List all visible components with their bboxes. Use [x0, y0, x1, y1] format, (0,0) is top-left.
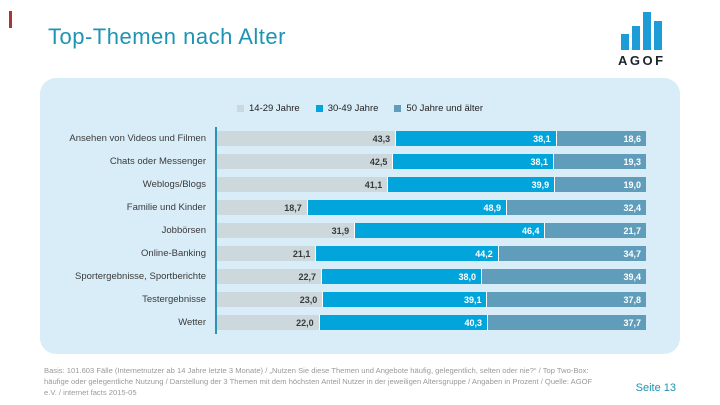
axis-line — [215, 173, 217, 196]
category-label: Testergebnisse — [142, 294, 206, 305]
bar-segment: 22,0 — [217, 315, 319, 330]
bar-segment: 41,1 — [217, 177, 388, 192]
accent-dash — [9, 11, 12, 28]
bar-chart-icon — [618, 12, 664, 50]
bar-segment: 38,1 — [395, 131, 556, 146]
bar-segment: 42,5 — [217, 154, 393, 169]
category-label: Chats oder Messenger — [109, 156, 206, 167]
stacked-bar: 18,7 48,9 32,4 — [217, 200, 646, 215]
stacked-bar: 41,1 39,9 19,0 — [217, 177, 646, 192]
bar-segment: 43,3 — [217, 131, 396, 146]
bar-segment: 46,4 — [354, 223, 545, 238]
logo-text: AGOF — [618, 53, 666, 68]
legend-swatch-icon — [237, 105, 244, 112]
category-label: Sportergebnisse, Sportberichte — [75, 271, 206, 282]
legend-label: 14-29 Jahre — [249, 103, 300, 114]
bar-segment: 21,7 — [544, 223, 646, 238]
bar-segment: 34,7 — [497, 246, 646, 261]
legend-swatch-icon — [315, 105, 323, 112]
bar-segment: 39,4 — [481, 269, 646, 284]
chart-row: Ansehen von Videos und Filmen 43,3 38,1 18,… — [40, 127, 646, 150]
axis-line — [215, 311, 217, 334]
bar-segment: 19,3 — [553, 154, 647, 169]
axis-line — [215, 127, 217, 150]
category-label: Familie und Kinder — [126, 202, 206, 213]
bar-segment: 32,4 — [506, 200, 646, 215]
bar-segment: 21,1 — [217, 246, 316, 261]
stacked-bar: 23,0 39,1 37,8 — [217, 292, 646, 307]
axis-line — [215, 150, 217, 173]
bar-segment: 44,2 — [315, 246, 498, 261]
stacked-bar: 22,0 40,3 37,7 — [217, 315, 646, 330]
stacked-bar: 42,5 38,1 19,3 — [217, 154, 647, 169]
bar-segment: 40,3 — [318, 315, 487, 330]
bar-segment: 38,1 — [392, 154, 554, 169]
agof-logo: AGOF — [618, 12, 664, 68]
bar-segment: 18,6 — [555, 131, 646, 146]
page-title: Top-Themen nach Alter — [48, 24, 286, 49]
axis-line — [215, 265, 217, 288]
bar-segment: 31,9 — [217, 223, 355, 238]
axis-line — [215, 288, 217, 311]
bar-segment: 39,1 — [322, 292, 487, 307]
stacked-bar: 21,1 44,2 34,7 — [217, 246, 646, 261]
category-label: Jobbörsen — [161, 225, 206, 236]
bar-segment: 18,7 — [217, 200, 307, 215]
bar-segment: 37,7 — [486, 315, 646, 330]
axis-line — [215, 242, 217, 265]
stacked-bar: 43,3 38,1 18,6 — [217, 131, 646, 146]
footer-note: Basis: 101.603 Fälle (Internetnutzer ab … — [44, 366, 593, 397]
category-label: Wetter — [178, 317, 206, 328]
stacked-bar: 31,9 46,4 21,7 — [217, 223, 646, 238]
legend-item: 14-29 Jahre — [237, 103, 300, 114]
axis-line — [215, 196, 217, 219]
bar-segment: 38,0 — [321, 269, 481, 284]
chart-row: Jobbörsen 31,9 46,4 21,7 — [40, 219, 646, 242]
axis-line — [215, 219, 217, 242]
bar-segment: 39,9 — [387, 177, 555, 192]
legend-item: 30-49 Jahre — [315, 103, 379, 114]
chart-row: Chats oder Messenger 42,5 38,1 19,3 — [40, 150, 647, 173]
chart-row: Online-Banking 21,1 44,2 34,7 — [40, 242, 646, 265]
bar-segment: 48,9 — [306, 200, 507, 215]
chart-rows: Ansehen von Videos und Filmen 43,3 38,1 18,… — [40, 127, 680, 334]
chart-legend: 14-29 Jahre 30-49 Jahre 50 Jahre und ält… — [40, 78, 680, 114]
category-label: Ansehen von Videos und Filmen — [69, 133, 206, 144]
chart-row: Familie und Kinder 18,7 48,9 32,4 — [40, 196, 646, 219]
chart-row: Sportergebnisse, Sportberichte 22,7 38,0 39… — [40, 265, 646, 288]
chart-row: Weblogs/Blogs 41,1 39,9 19,0 — [40, 173, 646, 196]
legend-label: 50 Jahre und älter — [406, 103, 483, 114]
chart-row: Wetter 22,0 40,3 37,7 — [40, 311, 646, 334]
legend-swatch-icon — [394, 105, 402, 112]
bar-segment: 22,7 — [217, 269, 322, 284]
legend-item: 50 Jahre und älter — [394, 103, 483, 114]
chart-row: Testergebnisse 23,0 39,1 37,8 — [40, 288, 646, 311]
bar-segment: 23,0 — [217, 292, 323, 307]
bar-segment: 37,8 — [486, 292, 646, 307]
page-number: Seite 13 — [635, 382, 676, 394]
stacked-bar: 22,7 38,0 39,4 — [217, 269, 646, 284]
category-label: Weblogs/Blogs — [142, 179, 206, 190]
category-label: Online-Banking — [141, 248, 206, 259]
legend-label: 30-49 Jahre — [327, 103, 379, 114]
chart-panel: 14-29 Jahre 30-49 Jahre 50 Jahre und ält… — [40, 78, 680, 354]
bar-segment: 19,0 — [554, 177, 646, 192]
